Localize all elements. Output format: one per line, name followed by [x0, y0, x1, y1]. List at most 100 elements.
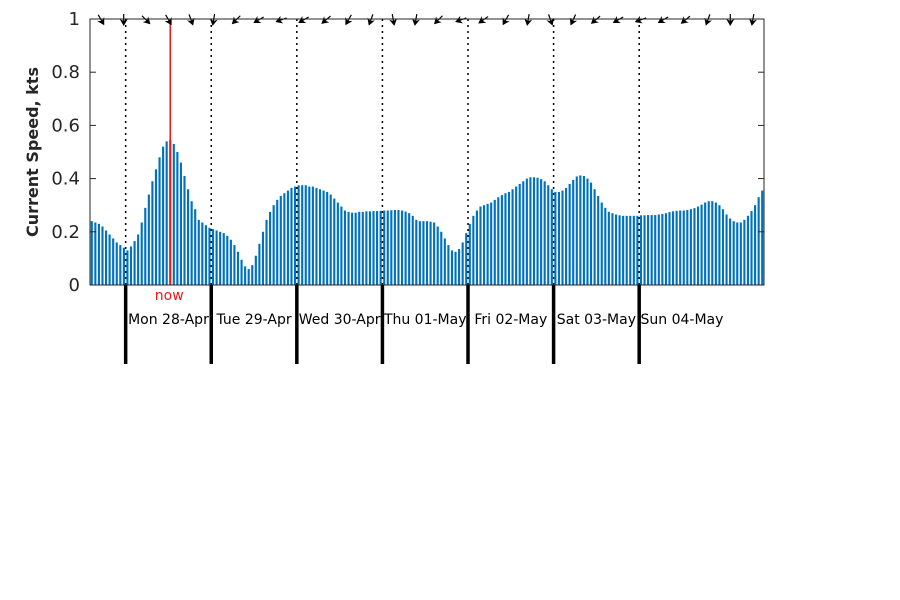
- speed-bar: [532, 177, 536, 285]
- speed-bar: [625, 215, 628, 285]
- day-label: Wed 30-Apr: [299, 312, 381, 328]
- speed-bar: [743, 219, 746, 285]
- speed-bar: [418, 221, 421, 285]
- speed-bar: [529, 177, 532, 285]
- speed-bar: [126, 250, 129, 285]
- speed-bar: [579, 175, 582, 285]
- speed-bar: [115, 242, 118, 285]
- speed-bar: [368, 211, 372, 285]
- speed-bar: [689, 209, 692, 285]
- speed-bar: [219, 231, 222, 285]
- bars-series: [90, 140, 764, 285]
- speed-bar: [104, 230, 108, 285]
- speed-bar: [440, 231, 443, 285]
- speed-bar: [718, 205, 721, 285]
- speed-bar: [408, 213, 411, 285]
- speed-bar: [172, 144, 175, 285]
- speed-bar: [682, 210, 685, 285]
- speed-bar: [650, 215, 653, 285]
- speed-bar: [315, 187, 318, 285]
- speed-bar: [301, 185, 304, 285]
- speed-bar: [190, 201, 193, 285]
- speed-bar: [383, 210, 386, 285]
- speed-bar: [586, 178, 589, 285]
- speed-bar: [582, 175, 585, 285]
- speed-bar: [162, 146, 165, 285]
- speed-bar: [647, 215, 650, 285]
- speed-bar: [390, 210, 393, 285]
- speed-bar: [711, 201, 714, 285]
- speed-bar: [144, 207, 147, 285]
- speed-bar: [675, 210, 678, 285]
- speed-bar: [661, 213, 664, 285]
- speed-bar: [94, 222, 97, 285]
- speed-bar: [254, 255, 257, 285]
- speed-bar: [750, 211, 753, 285]
- speed-bar: [707, 201, 710, 285]
- speed-bar: [272, 205, 275, 285]
- speed-bar: [543, 181, 546, 285]
- speed-bar: [197, 219, 200, 285]
- speed-bar: [293, 186, 297, 285]
- speed-bar: [215, 230, 218, 285]
- day-label: Sun 04-May: [641, 312, 724, 328]
- speed-bar: [122, 247, 125, 285]
- speed-bar: [511, 189, 514, 285]
- y-tick-label: 0.6: [51, 115, 80, 136]
- speed-bar: [411, 215, 414, 285]
- day-divider-lines: [124, 19, 640, 285]
- speed-bar: [433, 222, 436, 285]
- speed-bar: [279, 195, 282, 285]
- speed-bar: [347, 211, 350, 285]
- speed-bar: [240, 259, 243, 285]
- speed-bar: [568, 183, 571, 285]
- speed-bar: [133, 241, 136, 285]
- speed-bar: [429, 221, 432, 285]
- speed-bar: [472, 215, 475, 285]
- speed-bar: [461, 242, 464, 285]
- speed-bar: [351, 212, 354, 285]
- speed-bar: [269, 211, 272, 285]
- speed-bar: [547, 185, 550, 285]
- day-label: Sat 03-May: [557, 312, 636, 328]
- speed-bar: [290, 187, 293, 285]
- speed-bar: [714, 202, 717, 285]
- speed-bar: [643, 215, 646, 285]
- speed-bar: [732, 221, 735, 285]
- speed-bar: [739, 222, 742, 285]
- speed-bar: [611, 213, 614, 285]
- speed-bar: [297, 185, 300, 285]
- speed-bar: [518, 183, 521, 285]
- speed-bar: [664, 213, 667, 285]
- speed-bar: [372, 211, 375, 285]
- speed-bar: [179, 162, 183, 285]
- speed-bar: [329, 194, 332, 285]
- speed-bar: [600, 202, 603, 285]
- speed-bar: [671, 211, 675, 285]
- speed-bar: [597, 195, 600, 285]
- speed-bar: [258, 243, 261, 285]
- y-tick-label: 0: [69, 275, 80, 296]
- speed-bar: [522, 181, 525, 285]
- speed-bar: [276, 199, 279, 285]
- speed-bar: [415, 219, 418, 285]
- y-tick-label: 0.2: [51, 222, 80, 243]
- speed-bar: [636, 215, 639, 285]
- speed-bar: [229, 239, 232, 285]
- speed-bar: [450, 250, 454, 285]
- speed-bar: [736, 222, 739, 285]
- speed-bar: [468, 223, 471, 285]
- speed-bar: [119, 245, 122, 285]
- speed-bar: [729, 218, 732, 285]
- speed-bar: [233, 245, 236, 285]
- speed-bar: [540, 179, 543, 285]
- speed-bar: [700, 204, 703, 285]
- speed-bar: [226, 235, 229, 285]
- speed-bar: [308, 186, 311, 285]
- speed-bar: [211, 229, 215, 285]
- speed-bar: [379, 210, 382, 285]
- speed-bar: [176, 152, 179, 285]
- speed-bar: [236, 251, 240, 285]
- plot-frame: [89, 18, 765, 286]
